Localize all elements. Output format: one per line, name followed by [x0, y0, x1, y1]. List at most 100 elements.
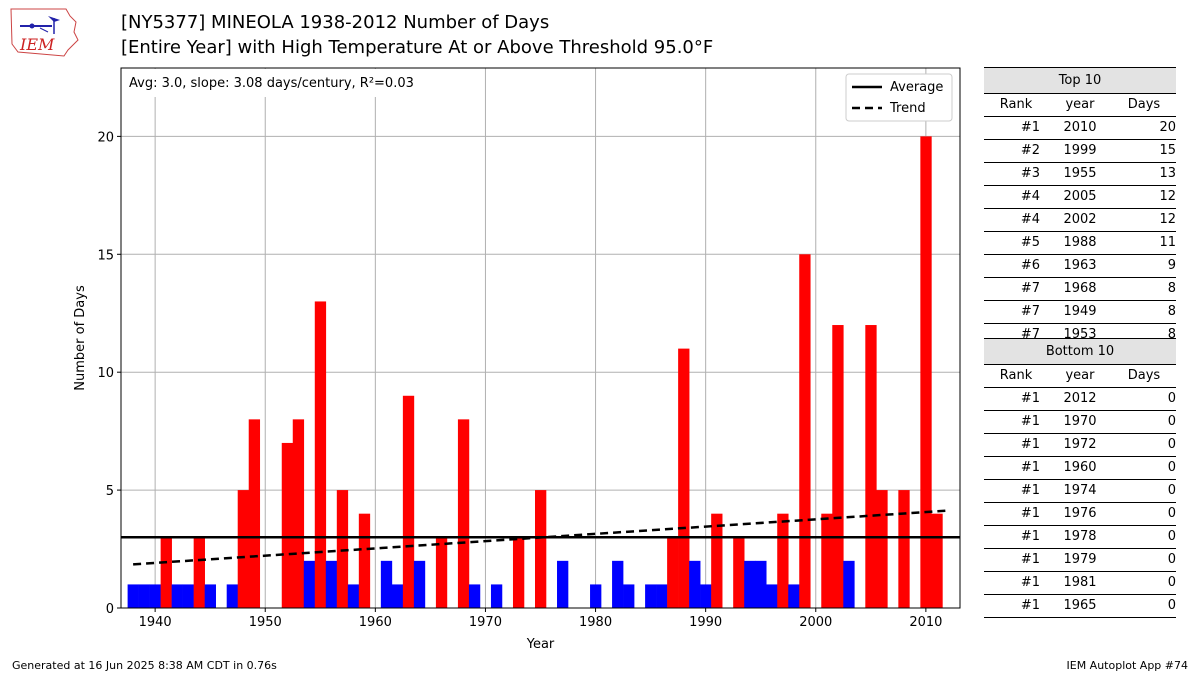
bar-1996: [766, 584, 778, 608]
footer-generated: Generated at 16 Jun 2025 8:38 AM CDT in …: [12, 659, 277, 672]
year-cell: 1955: [1063, 166, 1097, 181]
days-cell: 0: [1167, 414, 1176, 429]
x-tick-label: 1940: [139, 615, 172, 630]
days-cell: 0: [1167, 575, 1176, 590]
bar-1943: [182, 584, 194, 608]
year-cell: 1999: [1063, 143, 1097, 158]
rank-cell: #4: [1020, 189, 1040, 204]
bar-1945: [204, 584, 216, 608]
bar-1956: [325, 560, 338, 608]
y-tick-label: 0: [106, 602, 114, 617]
table-row: #1 1976 0: [984, 502, 1176, 525]
bar-1980: [590, 584, 602, 608]
rank-cell: #1: [1020, 437, 1040, 452]
bar-1987: [667, 537, 679, 608]
days-cell: 9: [1167, 258, 1176, 273]
year-cell: 1972: [1063, 437, 1097, 452]
bar-1998: [788, 584, 800, 608]
footer-app: IEM Autoplot App #74: [1066, 659, 1189, 672]
bar-1988: [678, 348, 690, 608]
bar-1953: [292, 419, 305, 608]
bar-2008: [898, 490, 910, 608]
top10-table: Top 10 Rank year Days #1 2010 20 #2 1999 15 #3 1955…: [984, 67, 1176, 347]
annotation-box: [122, 69, 442, 97]
column-header: Rank: [999, 368, 1033, 383]
year-cell: 1981: [1063, 575, 1097, 590]
bar-1975: [534, 490, 547, 608]
x-tick-label: 2010: [909, 615, 942, 630]
bar-1962: [391, 584, 404, 608]
bar-2005: [865, 325, 877, 608]
column-header: year: [1065, 368, 1095, 383]
year-cell: 2010: [1063, 120, 1097, 135]
year-cell: 1960: [1063, 460, 1097, 475]
rank-cell: #1: [1020, 414, 1040, 429]
rank-cell: #1: [1020, 506, 1040, 521]
y-tick-label: 10: [97, 366, 114, 381]
y-tick-label: 20: [97, 130, 114, 145]
bar-2006: [876, 490, 888, 608]
bar-1948: [237, 490, 250, 608]
x-tick-label: 1980: [579, 615, 612, 630]
table-row: #2 1999 15: [984, 139, 1176, 162]
table-row: #3 1955 13: [984, 162, 1176, 185]
rank-cell: #1: [1020, 552, 1040, 567]
table-row: #1 1965 0: [984, 594, 1176, 617]
bar-1989: [689, 560, 701, 608]
bar-1938: [127, 584, 139, 608]
bar-1982: [612, 560, 624, 608]
bar-1959: [358, 513, 371, 608]
rank-cell: #7: [1020, 304, 1040, 319]
bar-1947: [226, 584, 239, 608]
days-cell: 12: [1159, 189, 1176, 204]
table-row: #1 2012 0: [984, 387, 1176, 410]
bar-1957: [336, 490, 349, 608]
x-tick-label: 2000: [799, 615, 832, 630]
rank-cell: #6: [1020, 258, 1040, 273]
bar-1961: [380, 560, 393, 608]
year-cell: 1979: [1063, 552, 1097, 567]
axes: 1940 1950 1960 1970 1980 1990 2000 2010 0 5 10 15 20…: [73, 67, 961, 652]
rank-cell: #1: [1020, 575, 1040, 590]
days-cell: 0: [1167, 460, 1176, 475]
x-axis-label: Year: [526, 637, 555, 652]
rank-cell: #1: [1020, 460, 1040, 475]
year-cell: 1963: [1063, 258, 1097, 273]
table-row: #1 1960 0: [984, 456, 1176, 479]
column-header: year: [1065, 97, 1095, 112]
plot-frame: [120, 67, 961, 609]
days-cell: 8: [1167, 327, 1176, 342]
column-header: Rank: [999, 97, 1033, 112]
days-cell: 0: [1167, 552, 1176, 567]
days-cell: 0: [1167, 529, 1176, 544]
rank-cell: #7: [1020, 281, 1040, 296]
table-row: #7 1949 8: [984, 300, 1176, 323]
bar-1949: [248, 419, 261, 608]
x-tick-label: 1990: [689, 615, 722, 630]
year-cell: 1968: [1063, 281, 1097, 296]
annotation-text: Avg: 3.0, slope: 3.08 days/century, R²=0…: [129, 76, 414, 91]
rank-cell: #4: [1020, 212, 1040, 227]
x-tick-label: 1970: [469, 615, 502, 630]
days-cell: 15: [1159, 143, 1176, 158]
bar-1991: [711, 513, 723, 608]
bar-1942: [171, 584, 183, 608]
year-cell: 1976: [1063, 506, 1097, 521]
rank-cell: #3: [1020, 166, 1040, 181]
table-end-rule: [984, 617, 1176, 618]
bottom10-table: Bottom 10 Rank year Days #1 2012 0 #1 1970 0 #1 197…: [984, 338, 1176, 618]
days-cell: 20: [1159, 120, 1176, 135]
y-tick-label: 5: [106, 484, 114, 499]
bar-2002: [832, 325, 844, 608]
rank-cell: #5: [1020, 235, 1040, 250]
bar-2010: [920, 136, 932, 608]
bar-1983: [623, 584, 635, 608]
days-cell: 0: [1167, 598, 1176, 613]
table-row: #4 2002 12: [984, 208, 1176, 231]
reference-lines: [121, 509, 960, 566]
bar-1969: [468, 584, 481, 608]
year-cell: 2005: [1063, 189, 1097, 204]
bar-1958: [347, 584, 360, 608]
table-row: #1 1972 0: [984, 433, 1176, 456]
